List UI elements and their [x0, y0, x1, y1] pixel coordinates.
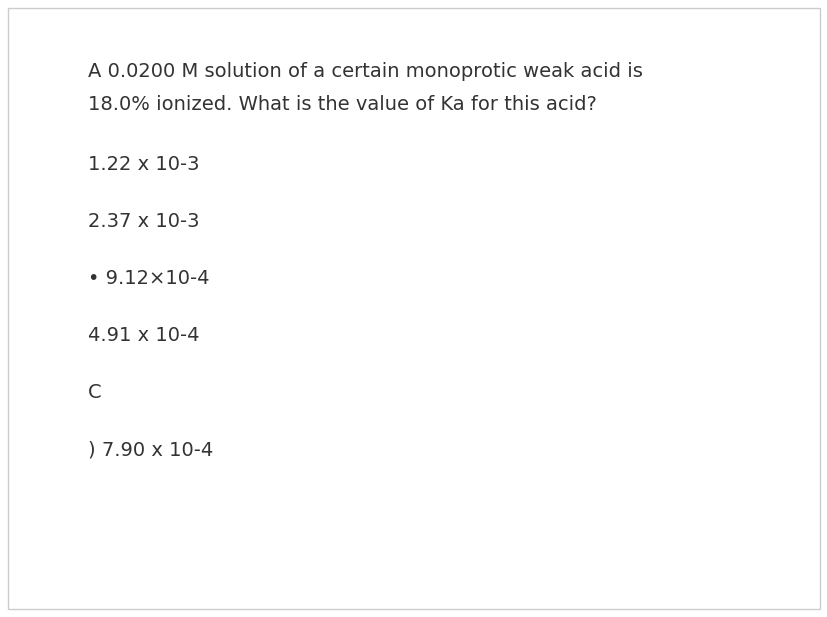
Text: 18.0% ionized. What is the value of Ka for this acid?: 18.0% ionized. What is the value of Ka f… — [88, 95, 596, 114]
Text: A 0.0200 M solution of a certain monoprotic weak acid is: A 0.0200 M solution of a certain monopro… — [88, 62, 642, 81]
Text: C: C — [88, 383, 102, 402]
Text: 1.22 x 10-3: 1.22 x 10-3 — [88, 155, 199, 174]
Text: 2.37 x 10-3: 2.37 x 10-3 — [88, 212, 199, 231]
Text: 4.91 x 10-4: 4.91 x 10-4 — [88, 326, 199, 345]
Text: • 9.12×10-4: • 9.12×10-4 — [88, 269, 209, 288]
Text: ) 7.90 x 10-4: ) 7.90 x 10-4 — [88, 440, 213, 459]
